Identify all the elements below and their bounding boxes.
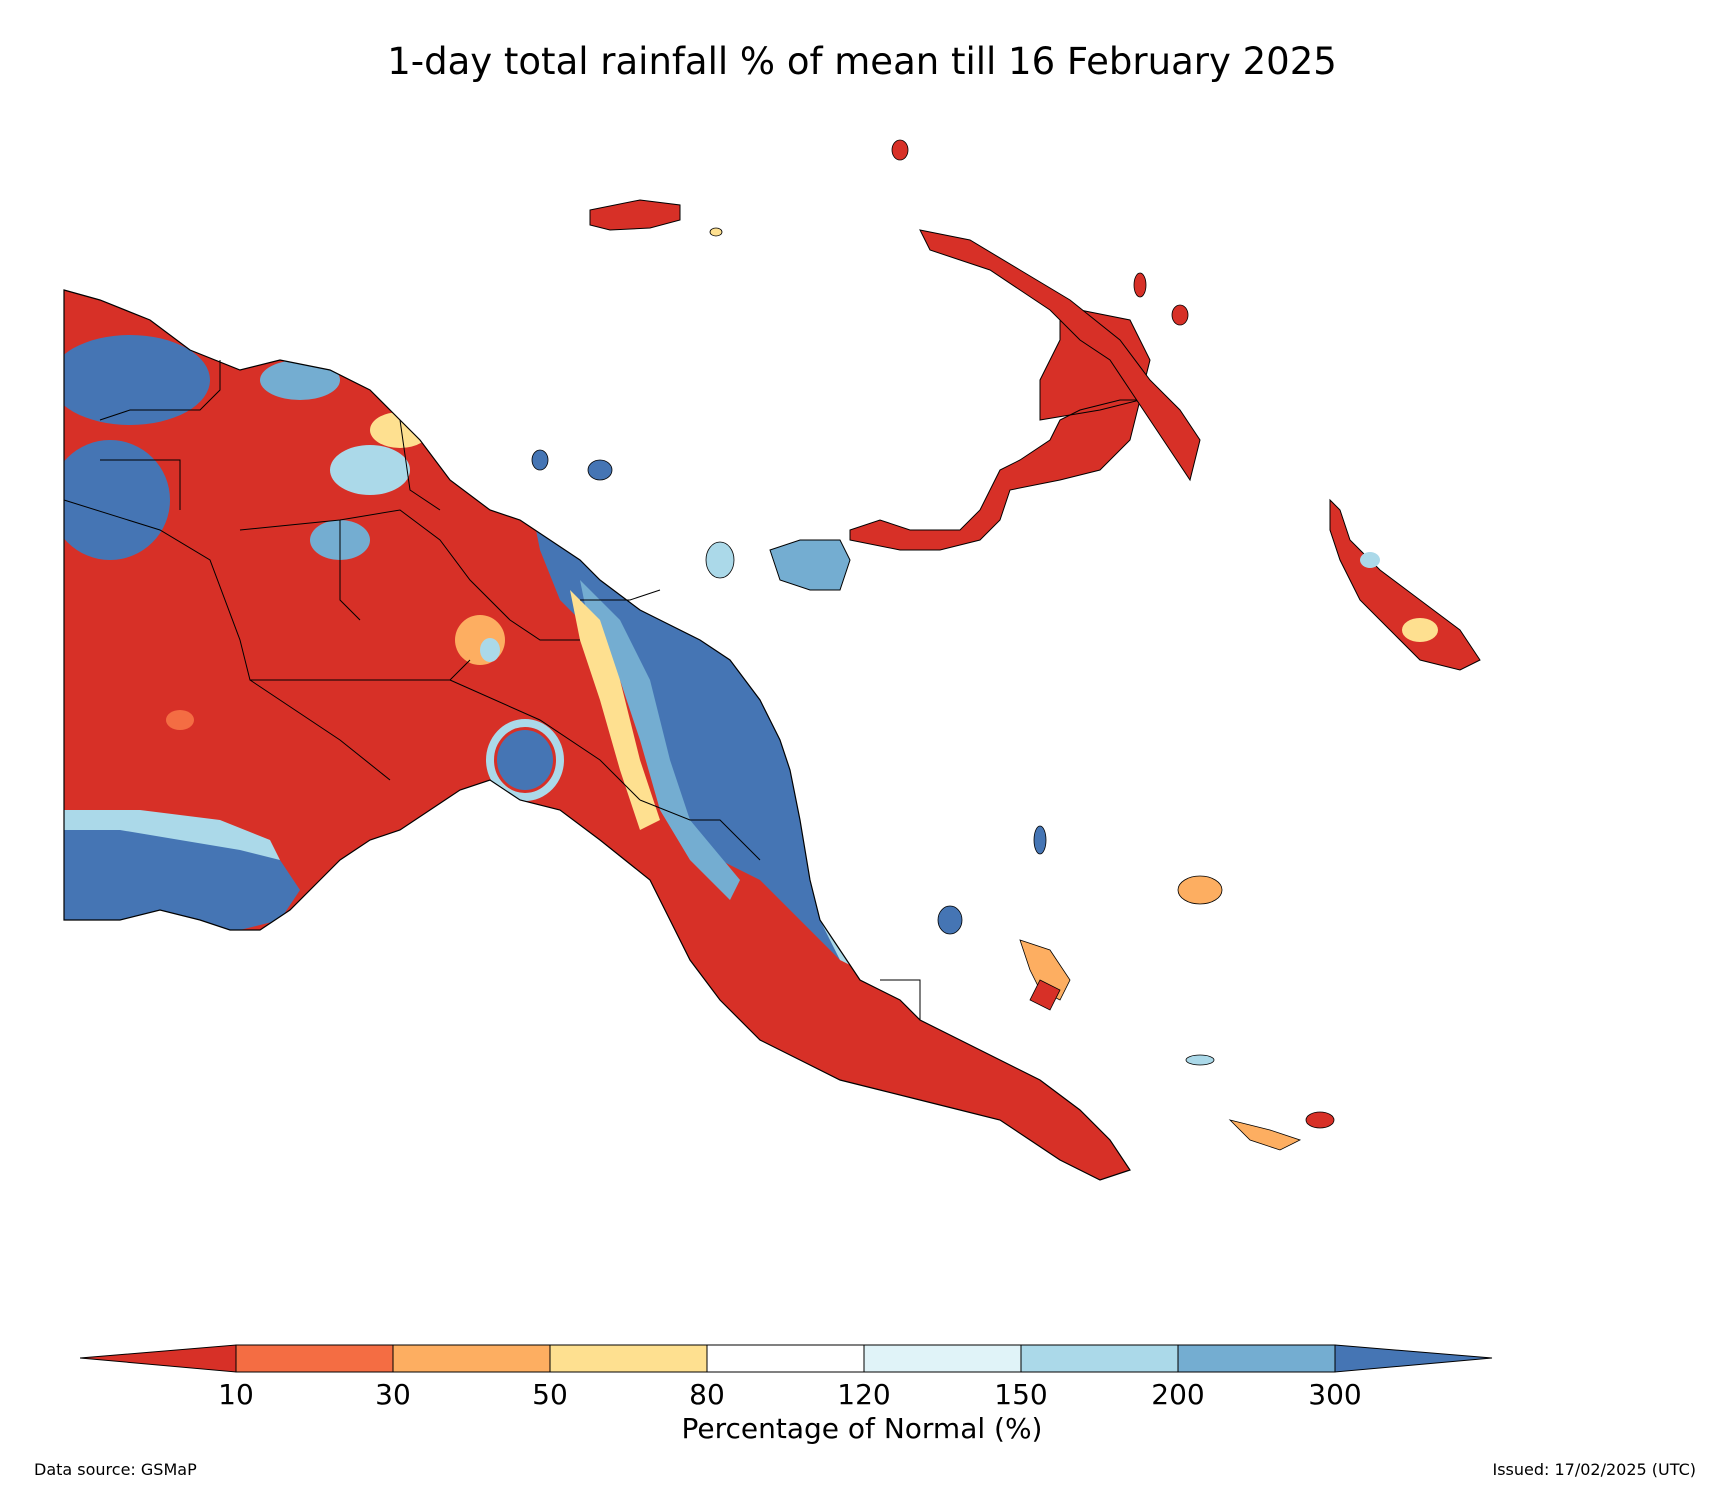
colorbar-tick-10: 10 bbox=[218, 1378, 254, 1411]
mainland bbox=[63, 289, 1131, 1181]
issued-date: Issued: 17/02/2025 (UTC) bbox=[1492, 1460, 1696, 1479]
new-britain-island bbox=[769, 299, 1151, 591]
colorbar-tick-80: 80 bbox=[689, 1378, 725, 1411]
data-source: Data source: GSMaP bbox=[34, 1460, 197, 1479]
colorbar-label: Percentage of Normal (%) bbox=[681, 1412, 1043, 1445]
colorbar-tick-120: 120 bbox=[837, 1378, 891, 1411]
map-title: 1-day total rainfall % of mean till 16 F… bbox=[387, 40, 1337, 83]
colorbar-tick-30: 30 bbox=[375, 1378, 411, 1411]
manus-island bbox=[589, 199, 723, 237]
colorbar-tick-50: 50 bbox=[532, 1378, 568, 1411]
colorbar-tick-200: 200 bbox=[1151, 1378, 1205, 1411]
new-ireland-island bbox=[919, 229, 1201, 482]
bougainville-island bbox=[1329, 498, 1481, 671]
province-borders bbox=[63, 360, 921, 1020]
rainfall-map bbox=[63, 139, 1481, 1181]
small-islands bbox=[531, 139, 1335, 1151]
colorbar-tick-300: 300 bbox=[1308, 1378, 1362, 1411]
colorbar-tick-150: 150 bbox=[994, 1378, 1048, 1411]
colorbar bbox=[80, 1344, 1493, 1373]
